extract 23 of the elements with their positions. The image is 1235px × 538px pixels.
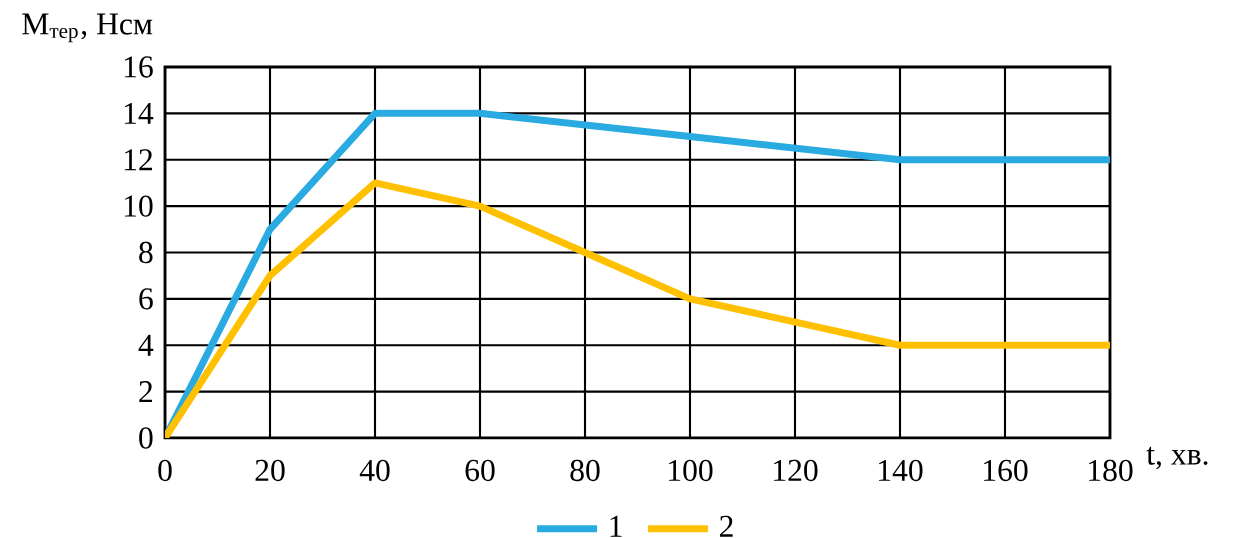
x-tick-label: 0 — [158, 459, 172, 482]
x-tick-label: 140 — [879, 459, 923, 482]
y-tick-label: 0 — [139, 427, 153, 449]
x-tick-label: 180 — [1089, 459, 1133, 482]
x-tick-label: 40 — [359, 459, 390, 482]
y-tick-label: 2 — [139, 381, 153, 403]
y-tick-label: 4 — [138, 334, 154, 356]
x-tick-label: 160 — [984, 459, 1028, 482]
x-tick-label: 20 — [255, 459, 285, 482]
y-tick-label: 8 — [139, 241, 153, 264]
x-tick-label: 60 — [465, 459, 495, 482]
y-tick-label: 10 — [124, 195, 153, 217]
x-tick-label: 100 — [669, 459, 713, 482]
y-tick-label: 14 — [124, 102, 154, 124]
x-tick-label: 80 — [570, 459, 600, 482]
y-axis-title: M$_{тер}$, Нсм — [22, 13, 153, 43]
y-tick-label: 6 — [139, 288, 153, 310]
y-tick-label: 16 — [124, 56, 153, 78]
x-axis-title: t, хв. — [1146, 446, 1208, 470]
legend-label: 1 — [610, 515, 622, 537]
x-tick-label: 120 — [774, 459, 818, 482]
legend-label: 2 — [719, 515, 733, 537]
y-tick-label: 12 — [124, 149, 153, 171]
